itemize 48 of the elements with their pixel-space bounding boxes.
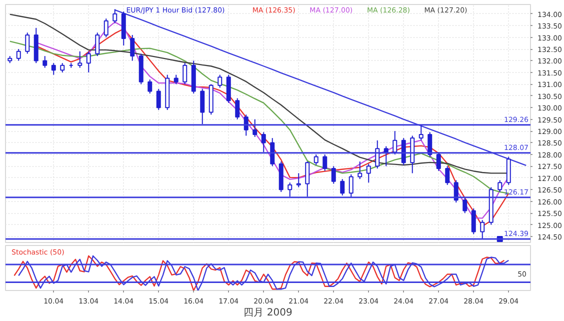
candlestick — [42, 56, 48, 68]
candlestick — [16, 48, 21, 62]
candlestick — [78, 50, 82, 68]
candlestick — [305, 160, 310, 198]
candlestick — [148, 78, 152, 94]
candlestick — [296, 172, 301, 188]
candlestick — [428, 132, 432, 158]
candlestick — [51, 62, 56, 76]
candlestick — [218, 74, 222, 88]
candlestick — [454, 180, 458, 203]
candlestick — [401, 138, 406, 166]
candlestick — [156, 88, 161, 110]
candlestick — [174, 74, 178, 85]
candlestick — [418, 124, 424, 141]
candlestick — [288, 182, 292, 198]
candlestick — [392, 130, 398, 155]
candlestick — [498, 180, 502, 192]
candlestick — [506, 156, 511, 186]
candlestick — [25, 32, 30, 54]
candlestick — [200, 88, 205, 124]
candlestick — [261, 132, 266, 153]
candlestick — [244, 114, 248, 136]
candlestick — [331, 166, 336, 184]
candlestick — [322, 154, 328, 172]
candlestick — [462, 197, 468, 214]
x-axis-title: 四月 2009 — [244, 308, 292, 318]
candlestick — [471, 208, 476, 235]
candlestick — [358, 160, 362, 180]
candlestick — [348, 174, 354, 198]
candlestick — [384, 146, 388, 167]
candlestick — [86, 50, 91, 73]
candlestick — [375, 140, 380, 170]
candlestick — [252, 118, 258, 138]
candlestick — [95, 32, 100, 57]
candlestick — [436, 152, 441, 172]
candlestick — [366, 163, 371, 184]
candlestick — [270, 138, 275, 167]
candlestick — [235, 98, 240, 120]
candlestick — [182, 62, 188, 85]
candlestick — [112, 8, 118, 24]
candlestick — [130, 34, 135, 62]
candlestick — [60, 62, 65, 73]
candlestick — [226, 74, 231, 104]
candlestick — [340, 178, 345, 196]
candlestick — [104, 18, 108, 38]
candlestick — [314, 154, 318, 166]
candlestick — [480, 220, 485, 240]
candlestick — [445, 166, 450, 186]
